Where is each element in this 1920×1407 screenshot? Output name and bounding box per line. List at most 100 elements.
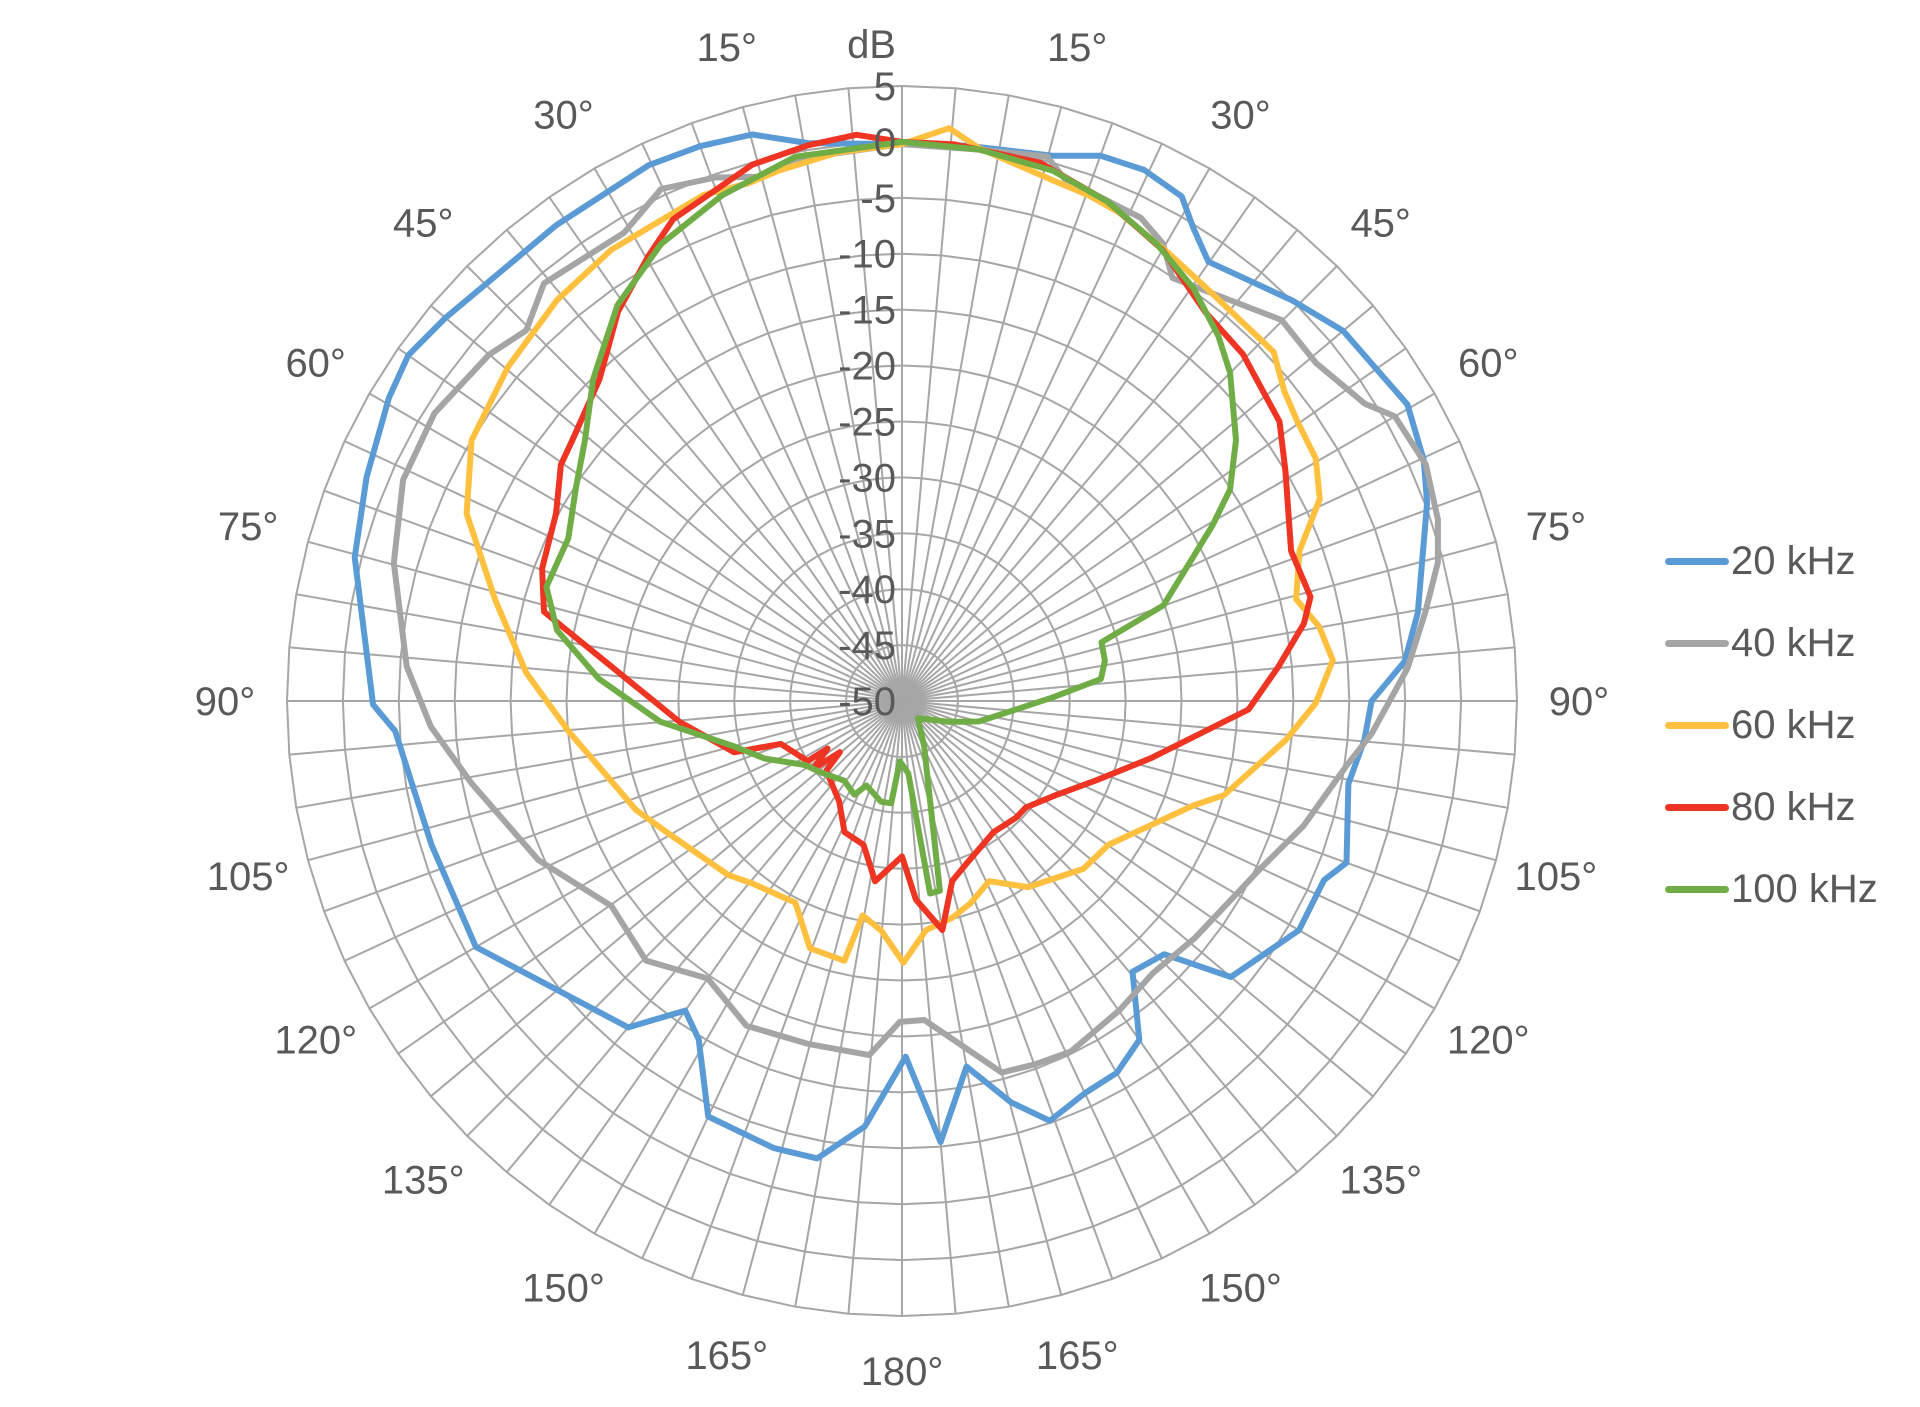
series-100khz [543,138,1239,897]
spoke-line [901,700,1407,1055]
spoke-line [344,440,903,702]
legend-item-100khz: 100 kHz [1665,848,1878,930]
spoke-line [323,489,903,702]
angular-axis-labels: 15° 30° 45° 60° 75° 90° 105° 120° 135° 150° 165° 15… [195,26,1610,1394]
angle-label-left: 90° [195,680,256,724]
spoke-line [901,700,1163,1259]
angle-label-left: 120° [274,1019,357,1063]
radial-tick-label: -20 [838,345,896,389]
spoke-line [901,392,1436,702]
spoke-line [901,700,1063,1296]
angle-label-left: 75° [218,505,279,549]
spoke-line [690,122,903,702]
legend-item-20khz: 20 kHz [1665,520,1878,602]
spoke-line [368,392,903,702]
angle-label-right: 165° [1036,1334,1119,1378]
angle-label-right: 60° [1458,342,1519,386]
spoke-line [289,700,903,756]
spoke-line [641,143,903,702]
angle-label-right: 120° [1447,1019,1530,1063]
spoke-line [901,540,1497,702]
angle-label-left: 135° [382,1159,465,1203]
ring-line [733,532,1071,870]
radial-axis-title: dB [847,23,896,67]
spoke-line [847,88,903,702]
legend-item-60khz: 60 kHz [1665,684,1878,766]
spoke-line [344,700,903,962]
spoke-line [548,196,903,702]
ring-line [285,84,1519,1318]
legend-label: 40 kHz [1731,620,1856,665]
legend-item-40khz: 40 kHz [1665,602,1878,684]
legend-swatch-20khz [1665,557,1729,565]
legend-label: 100 kHz [1731,866,1878,911]
spoke-line [307,700,903,862]
ring-line [621,420,1183,982]
radial-tick-label: -50 [838,680,896,724]
spoke-line [901,593,1508,702]
ring-line [677,476,1127,926]
legend-label: 60 kHz [1731,702,1856,747]
spoke-line [901,700,1299,1173]
spoke-line [794,95,903,702]
spoke-line [466,265,903,702]
angle-label-left: 150° [522,1266,605,1310]
series-60khz [463,125,1336,966]
angle-label-left: 30° [533,94,594,138]
angle-label-right: 15° [1047,26,1108,70]
spoke-line [901,265,1338,702]
angle-label-left: 165° [685,1334,768,1378]
spoke-line [901,88,957,702]
spoke-line [901,106,1063,702]
legend-swatch-100khz [1665,885,1729,893]
legend: 20 kHz 40 kHz 60 kHz 80 kHz 100 kHz [1665,520,1878,930]
spoke-line [430,700,903,1098]
spoke-line [901,95,1010,702]
spoke-line [901,700,1436,1010]
spoke-line [901,122,1114,702]
spoke-line [901,304,1374,702]
angle-label-right: 105° [1515,855,1598,899]
spoke-line [368,700,903,1010]
radial-tick-label: -25 [838,400,896,444]
radial-tick-label: 0 [874,121,896,165]
ring-line [565,364,1239,1038]
angle-label-180: 180° [861,1350,944,1394]
spoke-line [548,700,903,1206]
spoke-line [901,646,1515,702]
polar-grid [285,84,1519,1318]
angle-label-right: 150° [1199,1266,1282,1310]
spoke-line [690,700,903,1280]
radial-tick-label: -40 [838,568,896,612]
spoke-line [901,143,1163,702]
spoke-line [901,700,1256,1206]
radial-axis-labels: 5 0 -5 -10 -15 -20 -25 -30 -35 -40 -45 -50 dB [838,23,896,724]
radial-tick-label: -15 [838,289,896,333]
radial-tick-label: -35 [838,512,896,556]
spoke-line [901,700,1508,809]
ring-line [397,196,1407,1206]
angle-label-left: 15° [697,26,758,70]
ring-line [845,644,959,758]
plot-series [351,125,1441,1162]
spoke-line [901,440,1460,702]
angle-label-right: 135° [1339,1159,1422,1203]
spoke-line [741,106,903,702]
angle-label-right: 90° [1549,680,1610,724]
spoke-line [430,304,903,702]
series-80khz [539,131,1314,933]
spoke-line [901,167,1211,702]
spoke-line [741,700,903,1296]
radial-tick-label: -10 [838,233,896,277]
radial-tick-label: -45 [838,624,896,668]
legend-item-80khz: 80 kHz [1665,766,1878,848]
angle-label-right: 45° [1350,201,1411,245]
series-20khz [351,131,1431,1162]
legend-swatch-80khz [1665,803,1729,811]
radial-tick-label: 5 [874,65,896,109]
spoke-line [901,489,1481,702]
spoke-line [296,700,903,809]
legend-label: 80 kHz [1731,784,1856,829]
spoke-line [901,700,1114,1280]
